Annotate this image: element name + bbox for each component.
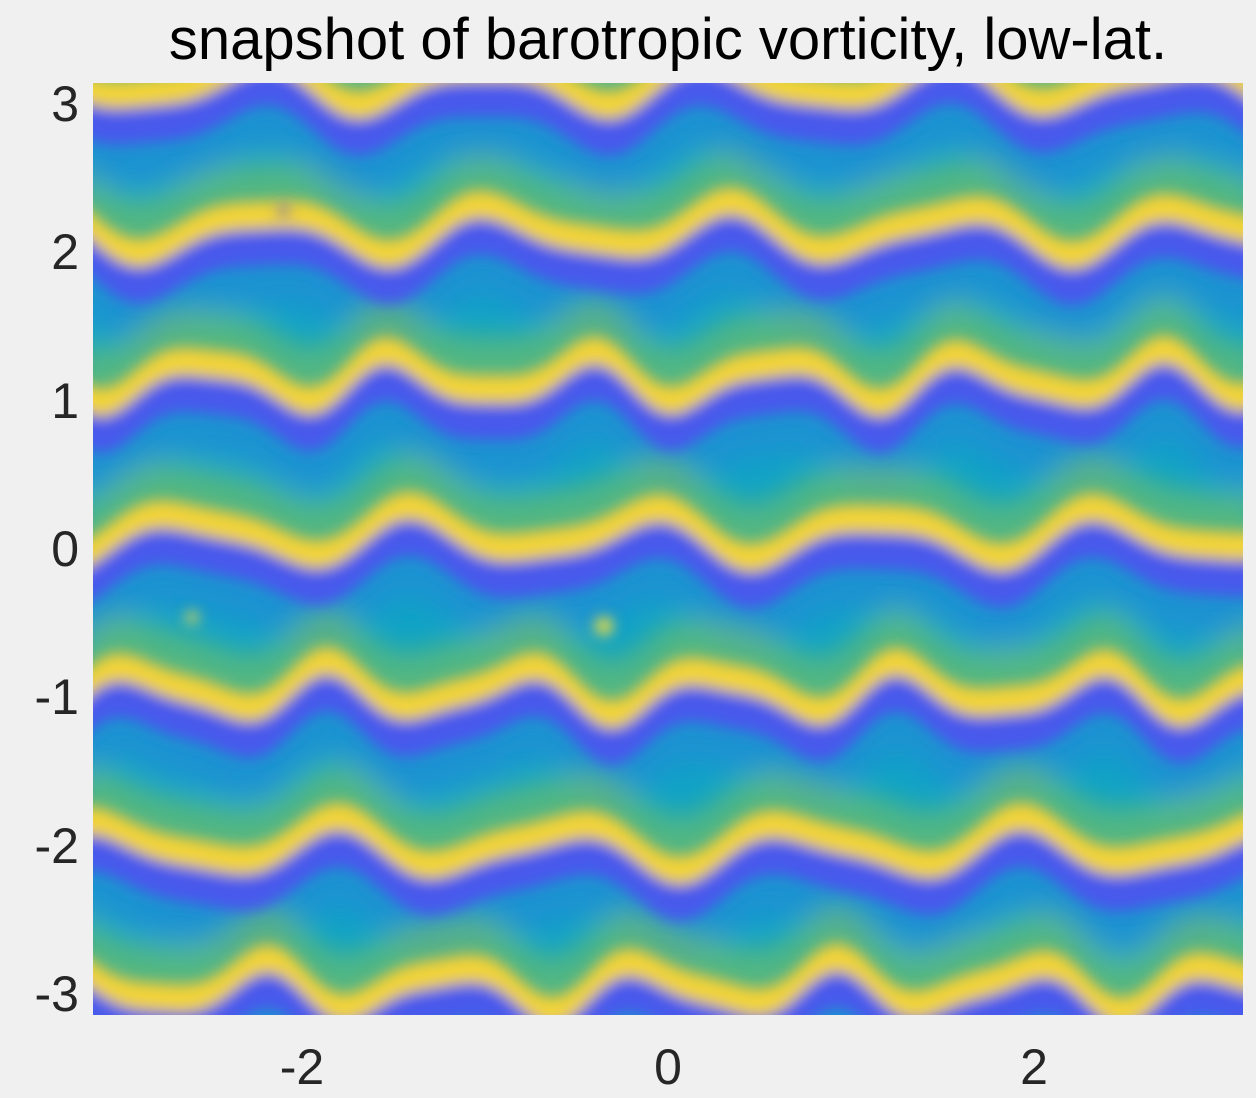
positive-vorticity-band — [93, 490, 1243, 573]
chart-title: snapshot of barotropic vorticity, low-la… — [168, 7, 1168, 72]
isolated-vortex — [278, 205, 289, 216]
negative-vorticity-band — [93, 520, 1243, 609]
y-tick-label: 0 — [51, 521, 79, 577]
peak-vorticity-band — [93, 344, 1243, 408]
x-tick-label: -2 — [279, 1039, 325, 1095]
isolated-vortex — [186, 611, 199, 624]
y-tick-label: 2 — [51, 224, 79, 281]
y-tick-label: -2 — [34, 817, 79, 874]
positive-vorticity-band — [93, 83, 1243, 120]
y-tick-label: 3 — [51, 76, 79, 132]
peak-vorticity-band — [93, 952, 1243, 1015]
y-tick-label: -1 — [34, 669, 79, 726]
positive-vorticity-band — [93, 646, 1243, 730]
peak-vorticity-band — [93, 500, 1243, 563]
x-tick-label: 2 — [1020, 1039, 1048, 1095]
y-tick-label: -3 — [34, 965, 79, 1022]
peak-vorticity-band — [93, 196, 1243, 260]
vorticity-band-haze — [93, 148, 1243, 262]
positive-vorticity-band — [93, 801, 1243, 886]
negative-vorticity-band — [93, 972, 1243, 1015]
vorticity-band-haze — [93, 547, 1243, 650]
negative-vorticity-band — [93, 216, 1243, 306]
peak-vorticity-band — [93, 83, 1243, 110]
isolated-vortex — [594, 617, 613, 636]
y-tick-label: 1 — [51, 372, 79, 429]
peak-vorticity-band — [93, 811, 1243, 876]
x-tick-label: 0 — [654, 1039, 682, 1095]
vorticity-band-haze — [93, 296, 1243, 410]
negative-vorticity-band — [93, 676, 1243, 766]
vorticity-heatmap — [93, 83, 1243, 1015]
negative-vorticity-band — [93, 364, 1243, 454]
negative-vorticity-band — [93, 831, 1243, 922]
negative-vorticity-band — [93, 83, 1243, 156]
vorticity-band-haze — [93, 95, 1243, 197]
vorticity-band-haze — [93, 703, 1243, 807]
